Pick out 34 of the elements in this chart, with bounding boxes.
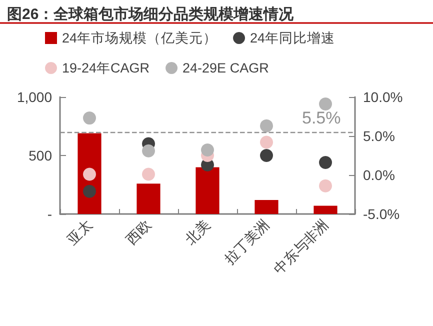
- ref-line-label: 5.5%: [302, 108, 341, 128]
- point: [201, 144, 214, 157]
- bar: [254, 200, 278, 214]
- point: [319, 156, 332, 170]
- point: [260, 136, 273, 149]
- point: [83, 184, 96, 198]
- x-tick-label: 中东与非洲: [270, 216, 332, 278]
- legend-label: 19-24年CAGR: [62, 60, 150, 76]
- point: [83, 168, 96, 181]
- point: [319, 98, 332, 111]
- x-tick-label: 亚太: [64, 216, 96, 248]
- y2-tick-label: 0.0%: [363, 167, 395, 183]
- legend-label: 24年市场规模（亿美元）: [62, 30, 218, 46]
- y2-tick-label: 10.0%: [363, 89, 403, 105]
- x-tick-label: 北美: [182, 216, 214, 248]
- bar: [136, 184, 160, 214]
- bar: [196, 167, 220, 214]
- x-tick-label: 西欧: [123, 216, 154, 248]
- legend-label: 24年同比增速: [250, 30, 336, 46]
- chart-title: 图26：全球箱包市场细分品类规模增速情况: [7, 5, 295, 23]
- point: [319, 179, 332, 192]
- y2-tick-label: 5.0%: [363, 128, 395, 144]
- point: [83, 112, 96, 125]
- bar: [314, 206, 338, 214]
- legend-label: 24-29E CAGR: [182, 60, 270, 76]
- point: [142, 168, 155, 181]
- x-tick-label: 拉丁美洲: [221, 216, 272, 268]
- y-tick-label: 500: [28, 148, 52, 164]
- y-tick-label: 1,000: [16, 89, 52, 105]
- y-tick-label: -: [47, 206, 52, 222]
- y2-tick-label: -5.0%: [363, 206, 400, 222]
- point: [260, 119, 273, 132]
- point: [142, 144, 155, 158]
- point: [260, 149, 273, 162]
